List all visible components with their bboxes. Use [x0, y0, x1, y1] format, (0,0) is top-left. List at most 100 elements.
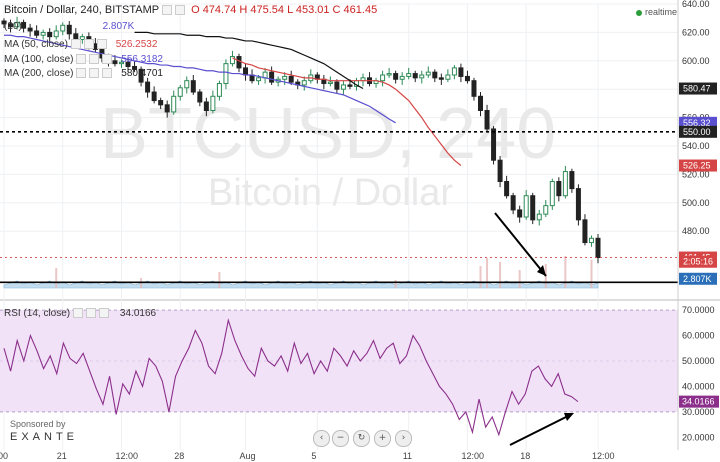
candle [190, 80, 196, 93]
scroll-right-icon[interactable]: › [395, 430, 412, 447]
candle [478, 95, 484, 112]
rsi-arrow-head [564, 413, 574, 421]
price-label-box [679, 116, 717, 129]
candle [464, 75, 470, 82]
price-tick-label: 520.00 [682, 169, 710, 179]
rsi-value-box [679, 395, 719, 408]
trend-arrow-line [494, 212, 547, 277]
price-label: 2:05:16 [683, 257, 713, 267]
price-tick-label: 600.00 [682, 56, 710, 66]
candle [497, 159, 503, 182]
candle [8, 23, 14, 28]
candle [118, 61, 124, 65]
rsi-tick-label: 70.0000 [682, 305, 715, 315]
candle [595, 237, 601, 259]
settings-button[interactable] [89, 68, 100, 79]
reset-icon[interactable]: ↻ [353, 430, 370, 447]
chart-header: Bitcoin / Dollar, 240, BITSTAMP O 474.74 … [4, 4, 377, 16]
rsi-label: RSI (14, close) [4, 308, 71, 319]
candle [158, 100, 164, 106]
symbol-title: Bitcoin / Dollar, 240, BITSTAMP [4, 4, 160, 16]
live-dot-icon [636, 9, 642, 16]
price-label-box [679, 82, 717, 95]
candle [412, 73, 418, 79]
volume-bar [590, 260, 593, 288]
rsi-line [3, 318, 579, 437]
rsi-tick-label: 60.0000 [682, 331, 715, 341]
volume-bar [218, 272, 221, 288]
hide-button[interactable] [70, 39, 81, 50]
legend-value: 556.3182 [121, 54, 163, 65]
candle [34, 30, 40, 36]
price-label: 526.25 [683, 161, 711, 171]
x-tick-label: 12:00 [592, 451, 615, 461]
candle [569, 171, 575, 190]
legend-value: 580.4701 [121, 68, 163, 79]
legend-label: MA (100, close) [4, 54, 74, 65]
candle [53, 30, 59, 38]
volume-bar [394, 280, 397, 288]
settings-button[interactable] [86, 308, 97, 319]
candle [216, 83, 222, 97]
settings-button[interactable] [162, 5, 173, 16]
candle [164, 104, 170, 113]
watermark-name: Bitcoin / Dollar [208, 172, 453, 214]
candle [210, 95, 216, 112]
candle [334, 81, 340, 90]
scroll-left-icon[interactable]: ‹ [313, 430, 330, 447]
zoom-out-icon[interactable]: − [332, 430, 349, 447]
candle [243, 67, 249, 76]
x-tick-label: 00 [0, 451, 8, 461]
zoom-in-icon[interactable]: + [374, 430, 391, 447]
legend-label: MA (200, close) [4, 68, 74, 79]
rsi-tick-label: 40.0000 [682, 381, 715, 391]
close-button[interactable] [96, 39, 107, 50]
candle [406, 73, 412, 77]
hide-button[interactable] [76, 54, 87, 65]
candle [301, 80, 307, 86]
close-button[interactable] [99, 308, 110, 319]
candle [504, 181, 510, 197]
candle [79, 36, 85, 40]
candle [197, 91, 203, 103]
legend-label: MA (50, close) [4, 39, 68, 50]
realtime-label: realtime [645, 7, 678, 17]
legend-row-4: MA (200, close) 580.4701 [4, 67, 163, 81]
rsi-legend: RSI (14, close) 34.0166 [4, 308, 156, 319]
close-button[interactable] [102, 54, 113, 65]
price-label-box [679, 255, 717, 268]
price-tick-label: 640.00 [682, 0, 710, 9]
sponsor-brand[interactable]: EXANTE [10, 431, 79, 443]
candle [27, 27, 33, 32]
trend-arrow-head [537, 265, 546, 276]
candle [236, 56, 242, 69]
candle [432, 71, 438, 79]
candle [484, 110, 490, 130]
candle [562, 171, 568, 197]
x-tick-label: 12:00 [115, 451, 138, 461]
candle [40, 31, 46, 36]
candle [340, 84, 346, 90]
candle [256, 77, 262, 82]
candle [60, 24, 66, 32]
candle [269, 71, 275, 83]
ma-line [134, 31, 364, 90]
x-tick-label: 11 [403, 451, 412, 461]
candle [223, 63, 229, 85]
rsi-tick-label: 20.0000 [682, 432, 715, 442]
candle [510, 195, 516, 211]
hide-button[interactable] [76, 68, 87, 79]
hide-button[interactable] [73, 308, 84, 319]
candle [347, 84, 353, 87]
rsi-tick-label: 50.0000 [682, 356, 715, 366]
settings-button[interactable] [89, 54, 100, 65]
close-button[interactable] [102, 68, 113, 79]
settings-button[interactable] [83, 39, 94, 50]
eye-button[interactable] [175, 5, 186, 16]
ohlc-readout: O 474.74 H 475.54 L 453.01 C 461.45 [191, 4, 378, 16]
candle [14, 21, 20, 28]
candle [399, 75, 405, 80]
rsi-tick-label: 30.0000 [682, 407, 715, 417]
price-tick-label: 620.00 [682, 27, 710, 37]
